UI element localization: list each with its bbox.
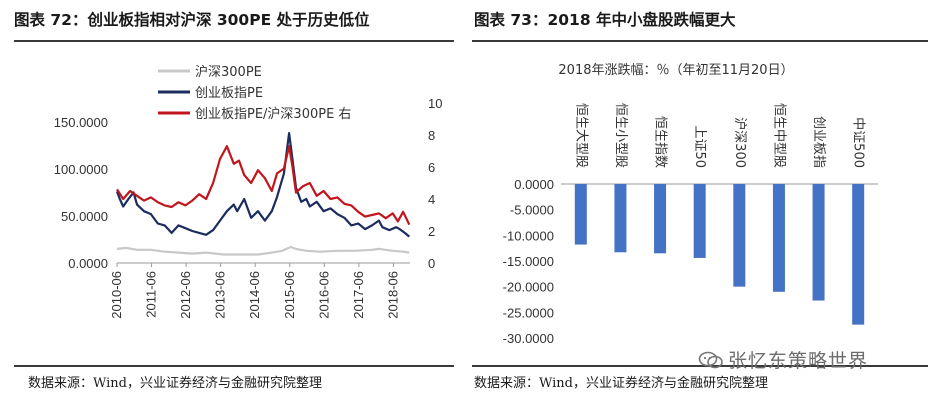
x-tick-label: 2018-06 [385, 271, 400, 319]
y-right-tick-label: 4 [428, 192, 435, 207]
x-tick-label: 2010-06 [109, 271, 124, 319]
watermark-text: 张忆东策略世界 [728, 350, 869, 372]
left-figure-title: 图表 72：创业板指相对沪深 300PE 处于历史低位 [14, 11, 370, 29]
y-left-tick-label: 100.0000 [54, 162, 108, 177]
bar-chart-title: 2018年涨跌幅：％（年初至11月20日） [558, 62, 793, 78]
y-tick-label: -10.0000 [503, 228, 554, 243]
left-figure-panel: 图表 72：创业板指相对沪深 300PE 处于历史低位 150.0000 100.… [0, 0, 468, 403]
x-tick-label: 2017-06 [351, 271, 366, 319]
x-tick-label: 2013-06 [213, 271, 228, 319]
y-right-tick-label: 8 [428, 128, 435, 143]
series-line-1 [116, 245, 410, 256]
right-source-rule [472, 365, 928, 367]
bar-7 [812, 184, 825, 301]
y-left-tick-label: 0.0000 [68, 256, 108, 271]
y-left-tick-label: 150.0000 [54, 115, 108, 130]
x-tick-label: 2012-06 [178, 271, 193, 319]
y-tick-label: -15.0000 [503, 254, 554, 269]
left-source-note: 数据来源：Wind，兴业证券经济与金融研究院整理 [28, 376, 322, 391]
x-tick-label: 2014-06 [247, 271, 262, 319]
series-line-3 [116, 145, 411, 226]
y-tick-label: -30.0000 [503, 331, 554, 346]
legend-label-2: 创业板指PE [195, 86, 263, 101]
bar-8 [852, 184, 865, 325]
category-label-3: 恒生指数 [653, 116, 668, 168]
y-tick-label: -20.0000 [503, 280, 554, 295]
right-figure-title: 图表 73：2018 年中小盘股跌幅更大 [474, 11, 736, 29]
y-tick-label: 0.0000 [514, 177, 554, 192]
y-tick-label: -5.0000 [510, 203, 554, 218]
pe-line-chart: 150.0000 100.0000 50.0000 0.0000 10 8 6 4 2 0 2010… [54, 64, 443, 319]
category-label-2: 恒生小型股 [613, 103, 628, 168]
right-figure-panel: 图表 73：2018 年中小盘股跌幅更大 2018年涨跌幅：％（年初至11月20… [468, 0, 937, 403]
category-label-8: 中证500 [851, 117, 866, 168]
series-line-2 [115, 132, 410, 238]
y-left-tick-label: 50.0000 [61, 209, 108, 224]
wechat-watermark: 张忆东策略世界 [698, 346, 868, 373]
bar-6 [772, 184, 785, 292]
left-source-rule [14, 365, 454, 367]
y-right-tick-label: 6 [428, 160, 435, 175]
bar-4 [693, 184, 706, 258]
category-label-4: 上证50 [692, 125, 707, 168]
y-right-tick-label: 2 [428, 224, 435, 239]
legend-label-1: 沪深300PE [195, 64, 262, 80]
x-tick-label: 2015-06 [282, 271, 297, 319]
right-source-note: 数据来源：Wind，兴业证券经济与金融研究院整理 [474, 376, 768, 391]
y-right-tick-label: 0 [428, 256, 435, 271]
category-label-7: 创业板指 [811, 116, 826, 168]
x-tick-label: 2016-06 [316, 271, 331, 319]
legend-label-3: 创业板指PE/沪深300PE 右 [195, 106, 351, 122]
category-label-1: 恒生大型股 [573, 103, 588, 168]
right-title-rule [472, 40, 928, 42]
y-tick-label: -25.0000 [503, 305, 554, 320]
wechat-icon [698, 351, 723, 369]
y-right-tick-label: 10 [428, 96, 442, 111]
returns-bar-chart: 2018年涨跌幅：％（年初至11月20日） 0.0000 -5.0000 -10.00… [503, 62, 878, 346]
bar-2 [614, 184, 627, 253]
category-label-5: 沪深300 [732, 117, 748, 168]
bar-1 [574, 184, 587, 245]
x-tick-label: 2011-06 [144, 271, 159, 318]
category-label-6: 恒生中型股 [771, 103, 786, 168]
left-title-rule [14, 40, 454, 42]
bar-5 [733, 184, 746, 287]
bar-3 [654, 184, 667, 254]
